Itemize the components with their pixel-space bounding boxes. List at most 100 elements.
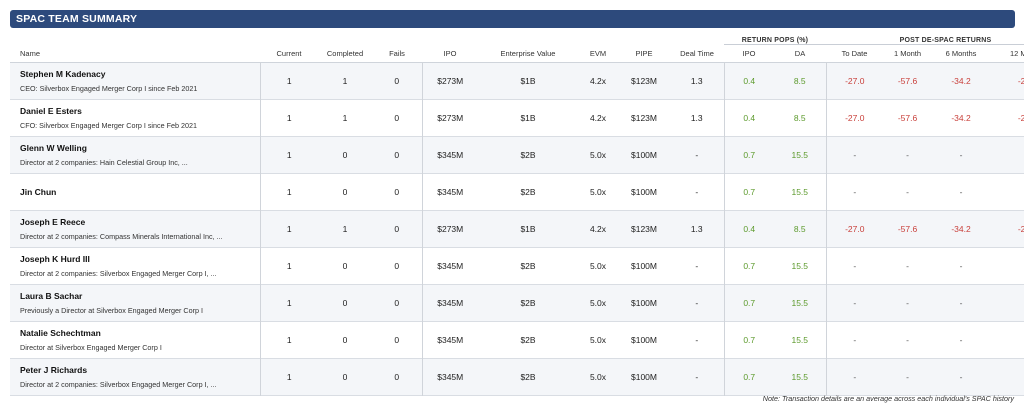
cell-pop-ipo: 0.4 xyxy=(743,224,756,234)
cell-evm: 5.0x xyxy=(589,261,607,271)
table-row[interactable]: Glenn W Welling Director at 2 companies: … xyxy=(10,136,1024,174)
cell-completed: 0 xyxy=(342,298,348,308)
table-row[interactable]: Peter J Richards Director at 2 companies:… xyxy=(10,358,1024,396)
cell-pop-da: 8.5 xyxy=(774,99,827,137)
cell-deal-time: 1.3 xyxy=(670,210,725,248)
spac-team-table: RETURN POPS (%) POST DE-SPAC RETURNS Nam… xyxy=(10,33,1024,396)
cell-current: 1 xyxy=(286,113,292,123)
col-header-evm: EVM xyxy=(589,48,607,58)
person-cell: Joseph E Reece Director at 2 companies: C… xyxy=(10,210,261,248)
cell-to-date: -27.0 xyxy=(845,113,865,123)
cell-m6: - xyxy=(959,372,963,382)
cell-current: 1 xyxy=(286,261,292,271)
cell-m12: -29.3 xyxy=(1017,224,1024,234)
cell-m6: - xyxy=(959,335,963,345)
cell-m6: - xyxy=(959,298,963,308)
person-name[interactable]: Jin Chun xyxy=(20,187,57,197)
cell-m1: - xyxy=(906,335,909,345)
person-cell: Daniel E Esters CFO: Silverbox Engaged Me… xyxy=(10,99,261,137)
table-row[interactable]: Jin Chun 1 0 0 $345M $2B 5.0x $100M - 0.7 15.5 - - - - xyxy=(10,173,1024,211)
cell-m12: - xyxy=(990,359,1024,396)
table-row[interactable]: Joseph K Hurd III Director at 2 companies… xyxy=(10,247,1024,285)
person-name[interactable]: Joseph E Reece xyxy=(20,217,86,227)
cell-completed: 0 xyxy=(342,372,348,382)
col-header-current: Current xyxy=(276,48,302,58)
table-row[interactable]: Laura B Sachar Previously a Director at S… xyxy=(10,284,1024,322)
cell-current: 1 xyxy=(286,187,292,197)
cell-deal-time: 1.3 xyxy=(670,99,725,137)
cell-pipe: $100M xyxy=(631,335,657,345)
cell-fails: 0 xyxy=(372,62,423,100)
cell-to-date: -27.0 xyxy=(845,76,865,86)
cell-deal-time: - xyxy=(670,358,725,396)
cell-current: 1 xyxy=(286,298,292,308)
cell-m12: - xyxy=(990,322,1024,359)
person-name[interactable]: Daniel E Esters xyxy=(20,106,82,116)
person-name[interactable]: Natalie Schechtman xyxy=(20,328,101,338)
table-row[interactable]: Daniel E Esters CFO: Silverbox Engaged Me… xyxy=(10,99,1024,137)
cell-fails: 0 xyxy=(372,173,423,211)
cell-pop-da: 15.5 xyxy=(774,136,827,174)
cell-pipe: $123M xyxy=(631,224,657,234)
col-header-pipe: PIPE xyxy=(635,48,653,58)
col-header-deal-time: Deal Time xyxy=(680,48,714,58)
person-role: CEO: Silverbox Engaged Merger Corp I sin… xyxy=(20,84,198,93)
footnote: Note: Transaction details are an average… xyxy=(762,394,1014,403)
person-name[interactable]: Laura B Sachar xyxy=(20,291,83,301)
cell-m12: - xyxy=(990,174,1024,211)
table-row[interactable]: Stephen M Kadenacy CEO: Silverbox Engaged… xyxy=(10,62,1024,100)
cell-ev: $1B xyxy=(520,113,536,123)
person-cell: Stephen M Kadenacy CEO: Silverbox Engaged… xyxy=(10,62,261,100)
cell-completed: 0 xyxy=(342,335,348,345)
cell-ipo: $345M xyxy=(437,261,464,271)
cell-m6: -34.2 xyxy=(951,113,971,123)
cell-m6: - xyxy=(959,261,963,271)
col-header-enterprise-value: Enterprise Value xyxy=(500,48,556,58)
cell-deal-time: - xyxy=(670,321,725,359)
group-header-post-despac: POST DE-SPAC RETURNS xyxy=(826,33,1024,45)
section-title: SPAC TEAM SUMMARY xyxy=(10,10,1015,28)
cell-fails: 0 xyxy=(372,136,423,174)
cell-ipo: $345M xyxy=(437,150,464,160)
cell-pop-ipo: 0.7 xyxy=(743,187,756,197)
cell-pop-da: 15.5 xyxy=(774,247,827,285)
cell-ipo: $273M xyxy=(437,76,464,86)
cell-evm: 4.2x xyxy=(589,224,607,234)
col-header-name: Name xyxy=(20,48,41,58)
col-header-pop-da: DA xyxy=(794,49,806,58)
cell-pop-da: 8.5 xyxy=(774,62,827,100)
cell-completed: 0 xyxy=(342,261,348,271)
cell-m12: - xyxy=(990,285,1024,322)
cell-m12: - xyxy=(990,248,1024,285)
cell-completed: 0 xyxy=(342,150,348,160)
person-name[interactable]: Peter J Richards xyxy=(20,365,88,375)
cell-deal-time: - xyxy=(670,136,725,174)
cell-pipe: $100M xyxy=(631,372,657,382)
cell-m1: - xyxy=(906,372,909,382)
cell-ev: $2B xyxy=(520,372,536,382)
person-cell: Laura B Sachar Previously a Director at S… xyxy=(10,284,261,322)
cell-evm: 5.0x xyxy=(589,335,607,345)
table-row[interactable]: Natalie Schechtman Director at Silverbox … xyxy=(10,321,1024,359)
cell-pipe: $100M xyxy=(631,298,657,308)
person-name[interactable]: Joseph K Hurd III xyxy=(20,254,90,264)
cell-to-date: - xyxy=(853,261,857,271)
group-header-return-pops: RETURN POPS (%) xyxy=(724,33,826,45)
cell-completed: 1 xyxy=(342,76,348,86)
cell-fails: 0 xyxy=(372,284,423,322)
cell-pop-da: 8.5 xyxy=(774,210,827,248)
cell-deal-time: 1.3 xyxy=(670,62,725,100)
cell-ev: $2B xyxy=(520,261,536,271)
cell-deal-time: - xyxy=(670,247,725,285)
cell-evm: 5.0x xyxy=(589,187,607,197)
person-name[interactable]: Stephen M Kadenacy xyxy=(20,69,106,79)
cell-evm: 4.2x xyxy=(589,113,607,123)
cell-ipo: $273M xyxy=(437,224,464,234)
person-name[interactable]: Glenn W Welling xyxy=(20,143,87,153)
cell-deal-time: - xyxy=(670,284,725,322)
cell-current: 1 xyxy=(286,372,292,382)
table-row[interactable]: Joseph E Reece Director at 2 companies: C… xyxy=(10,210,1024,248)
cell-ev: $1B xyxy=(520,224,536,234)
cell-pipe: $100M xyxy=(631,187,657,197)
